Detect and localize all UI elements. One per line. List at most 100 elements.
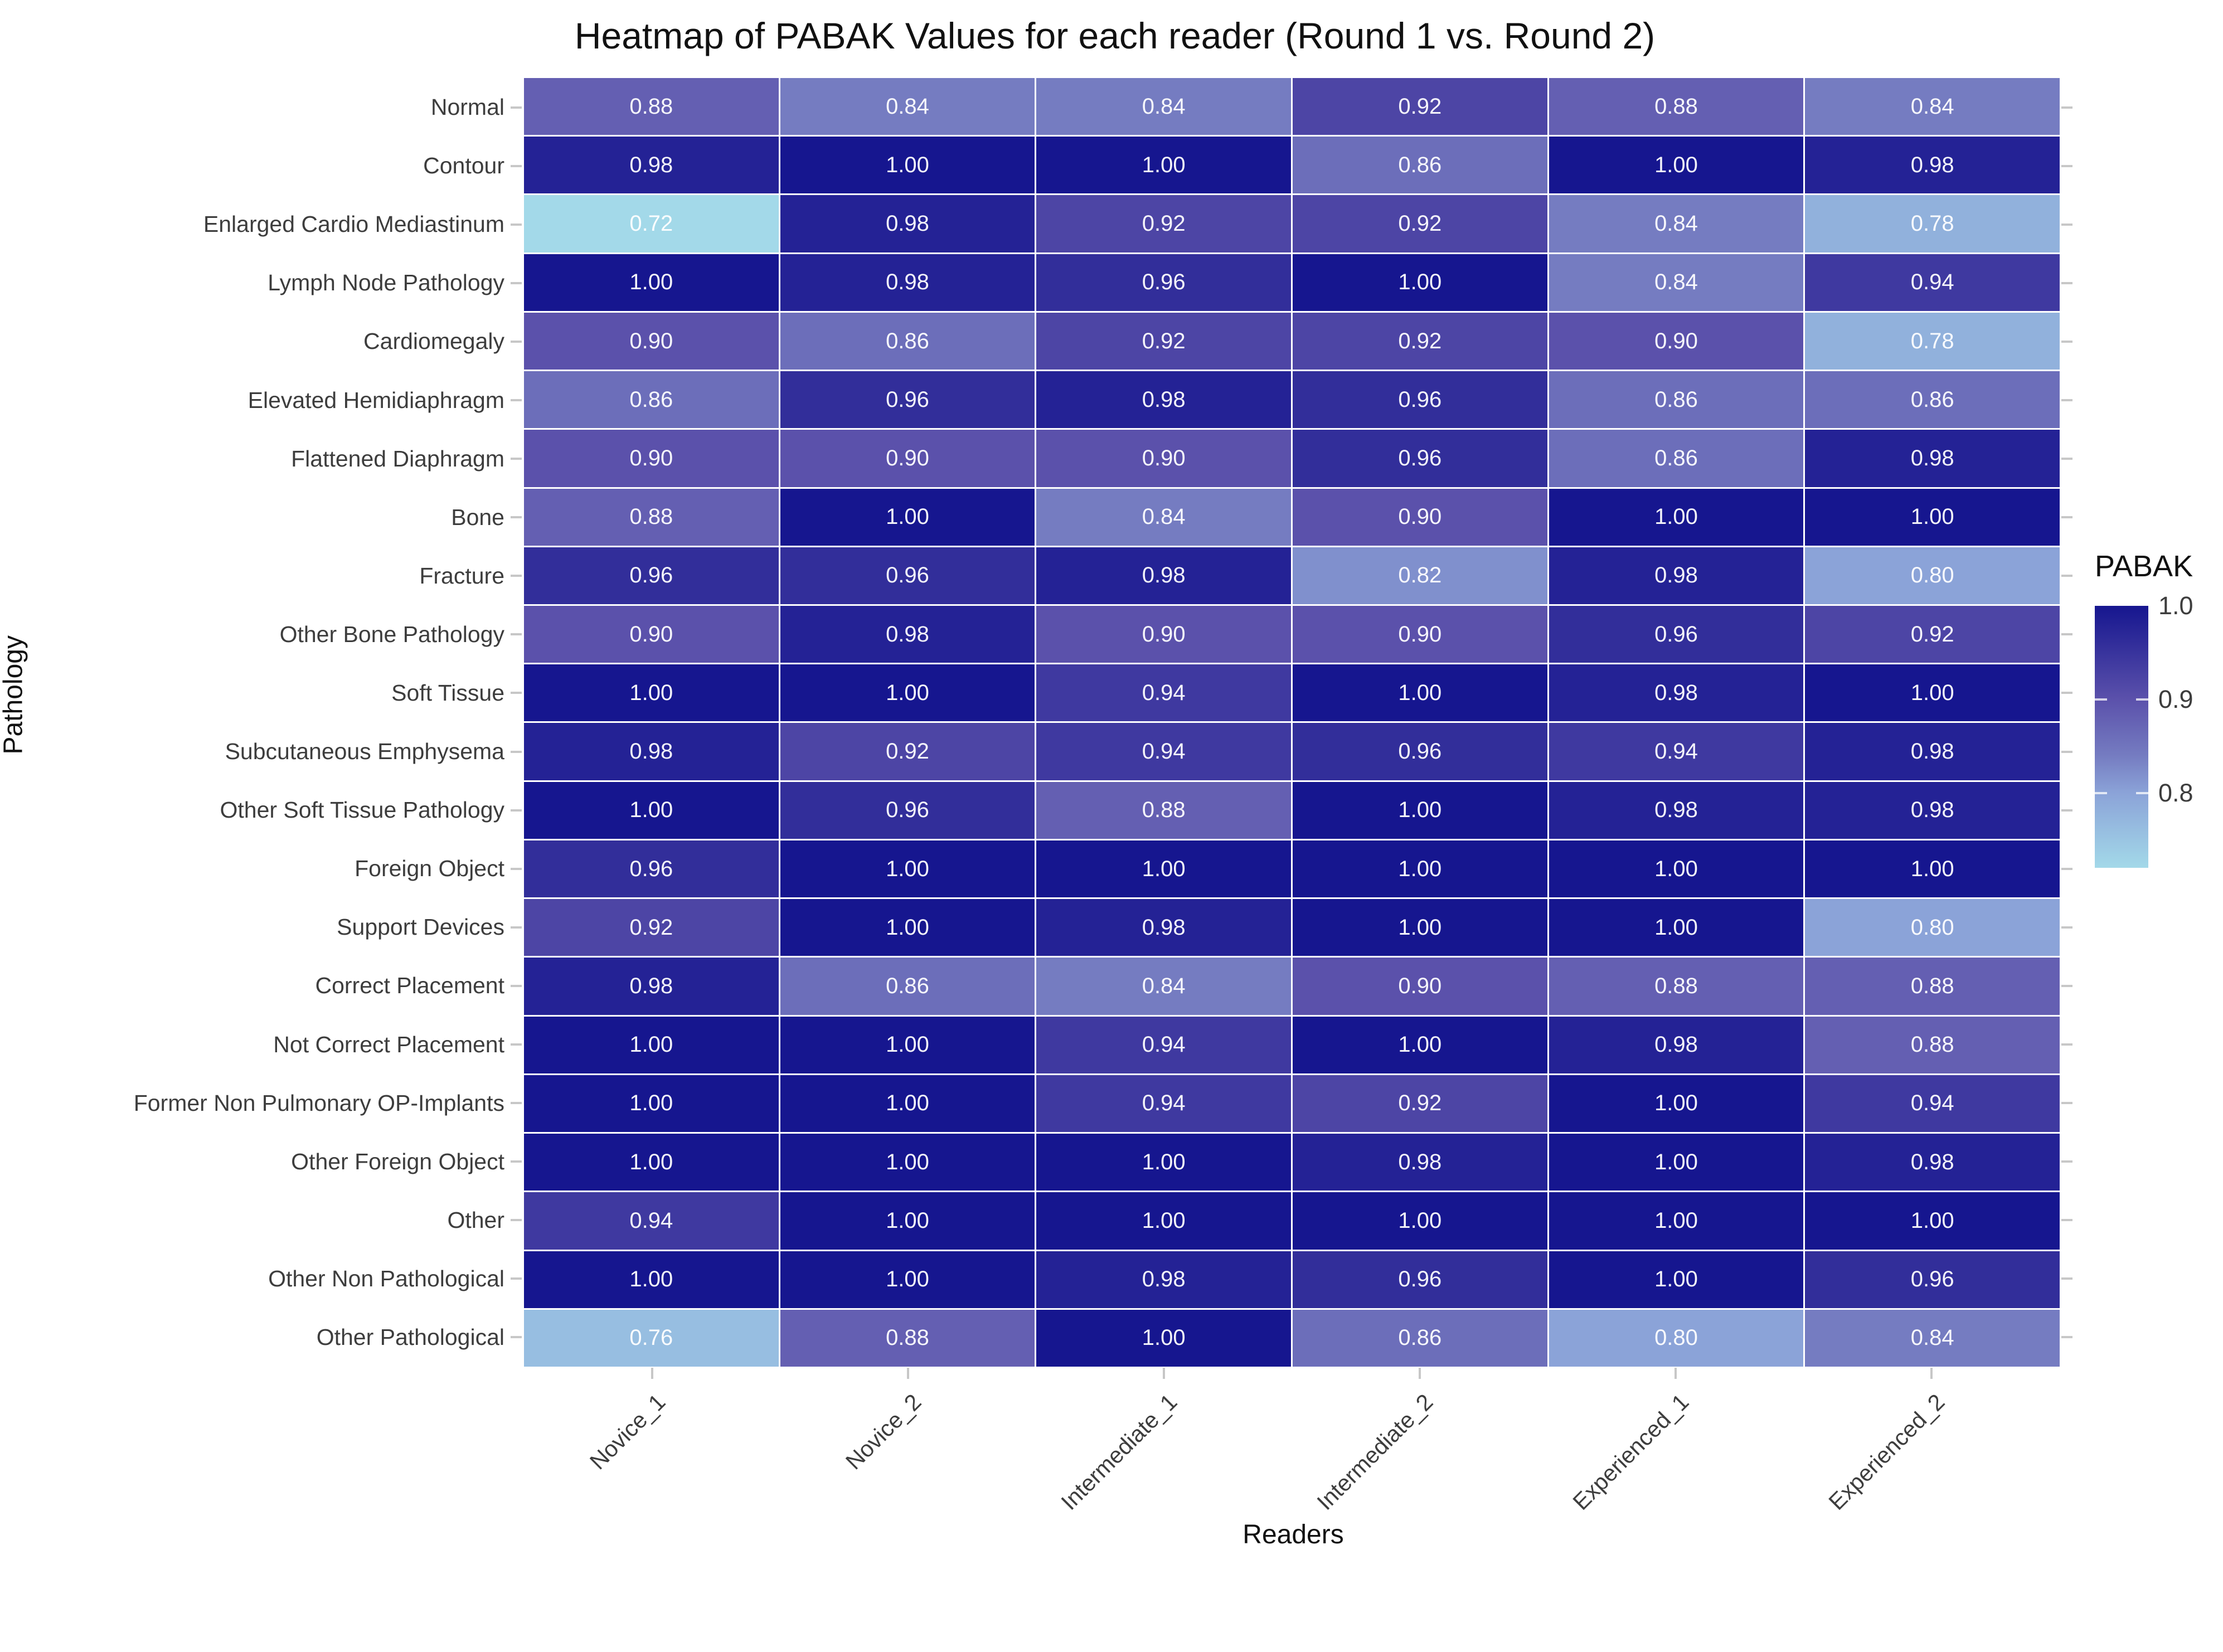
heatmap-cell: 0.94 [1549,723,1804,780]
axis-tick [511,458,522,460]
axis-tick [511,164,522,167]
axis-tick [511,984,522,987]
axis-tick [2061,1219,2072,1222]
heatmap-cell: 1.00 [1036,840,1291,898]
heatmap-cell: 0.96 [1805,1251,2060,1308]
axis-tick [2061,1160,2072,1163]
heatmap-cell: 0.84 [1549,195,1804,252]
heatmap-cell: 0.80 [1805,547,2060,605]
y-axis-label: Contour [423,153,504,179]
heatmap-cell: 0.98 [1036,1251,1291,1308]
y-axis-label: Soft Tissue [391,679,504,706]
legend-tick-label: 0.8 [2158,778,2193,807]
heatmap-cell: 0.88 [1036,781,1291,839]
axis-tick [2061,633,2072,636]
x-axis-label: Novice_2 [840,1389,926,1475]
heatmap-cell: 0.86 [1292,137,1547,194]
heatmap-cell: 0.96 [1292,371,1547,429]
axis-tick [511,926,522,929]
heatmap-cell: 0.88 [1805,958,2060,1015]
heatmap-cell: 0.92 [1292,195,1547,252]
heatmap-cell: 0.94 [1036,723,1291,780]
axis-tick [2061,106,2072,109]
heatmap-cell: 1.00 [1292,254,1547,311]
axis-tick [1674,1368,1677,1379]
heatmap-cell: 1.00 [1292,1192,1547,1250]
heatmap-cell: 0.96 [1292,430,1547,487]
heatmap-panel: 0.88 0.84 0.84 0.92 0.88 0.84 0.98 1.00 1.00 0.86… [524,78,2060,1367]
heatmap-cell: 0.82 [1292,547,1547,605]
heatmap-cell: 0.94 [1805,254,2060,311]
heatmap-cell: 0.88 [524,78,779,135]
heatmap-cell: 1.00 [1805,488,2060,546]
heatmap-cell: 0.96 [780,371,1035,429]
heatmap-cell: 1.00 [1805,840,2060,898]
heatmap-cell: 0.96 [1292,1251,1547,1308]
heatmap-cell: 0.96 [780,781,1035,839]
heatmap-cell: 1.00 [780,1251,1035,1308]
heatmap-cell: 1.00 [1549,1192,1804,1250]
axis-tick [2061,1277,2072,1280]
heatmap-cell: 0.96 [780,547,1035,605]
heatmap-cell: 0.84 [1805,1309,2060,1367]
heatmap-cell: 0.90 [524,312,779,370]
y-axis-label: Elevated Hemidiaphragm [247,387,504,413]
heatmap-cell: 0.92 [1036,312,1291,370]
legend: PABAK 1.0 0.9 0.8 [2085,549,2222,917]
heatmap-cell: 1.00 [1292,781,1547,839]
y-axis-label: Cardiomegaly [363,328,504,354]
legend-tick-mark [2095,698,2107,701]
axis-tick [2061,1043,2072,1046]
heatmap-cell: 0.90 [524,606,779,663]
y-axis-label: Lymph Node Pathology [268,270,504,296]
axis-tick [511,809,522,812]
x-axis-label: Novice_1 [584,1389,671,1475]
heatmap-cell: 1.00 [1549,1075,1804,1133]
heatmap-cell: 1.00 [780,1134,1035,1191]
heatmap-cell: 0.92 [1805,606,2060,663]
heatmap-cell: 0.96 [1036,254,1291,311]
y-axis-label: Correct Placement [315,973,504,999]
heatmap-cell: 1.00 [524,781,779,839]
y-axis-label: Not Correct Placement [273,1031,504,1057]
heatmap-cell: 1.00 [1549,488,1804,546]
heatmap-cell: 1.00 [780,664,1035,722]
heatmap-cell: 0.98 [780,606,1035,663]
axis-tick [2061,926,2072,929]
y-axis-label: Enlarged Cardio Mediastinum [203,211,504,237]
heatmap-cell: 1.00 [780,1075,1035,1133]
heatmap-cell: 0.98 [1549,664,1804,722]
axis-tick [2061,1336,2072,1339]
heatmap-cell: 1.00 [524,1016,779,1073]
y-axis-label: Other Foreign Object [291,1148,504,1174]
heatmap-cell: 0.98 [1549,547,1804,605]
heatmap-cell: 1.00 [1292,840,1547,898]
heatmap-cell: 0.98 [1549,1016,1804,1073]
heatmap-cell: 0.86 [1805,371,2060,429]
heatmap-cell: 1.00 [524,1251,779,1308]
legend-tick-mark [2095,791,2107,794]
heatmap-cell: 0.90 [1036,430,1291,487]
heatmap-cell: 0.98 [1805,430,2060,487]
y-axis-label: Other [447,1207,504,1233]
heatmap-cell: 0.92 [524,899,779,956]
heatmap-cell: 0.84 [1549,254,1804,311]
heatmap-cell: 0.88 [1549,958,1804,1015]
heatmap-cell: 1.00 [1292,664,1547,722]
heatmap-cell: 0.98 [780,254,1035,311]
axis-tick [1162,1368,1165,1379]
axis-tick [2061,575,2072,577]
heatmap-cell: 0.90 [1292,488,1547,546]
heatmap-cell: 0.84 [1036,958,1291,1015]
axis-tick [2061,1102,2072,1105]
heatmap-cell: 0.94 [524,1192,779,1250]
heatmap-cell: 1.00 [1549,1251,1804,1308]
axis-tick [511,575,522,577]
heatmap-cell: 0.96 [524,840,779,898]
heatmap-cell: 0.98 [1292,1134,1547,1191]
axis-tick [511,1277,522,1280]
heatmap-cell: 1.00 [780,137,1035,194]
y-axis-label: Other Soft Tissue Pathology [220,797,505,823]
heatmap-cell: 0.98 [524,958,779,1015]
heatmap-cell: 1.00 [524,1075,779,1133]
